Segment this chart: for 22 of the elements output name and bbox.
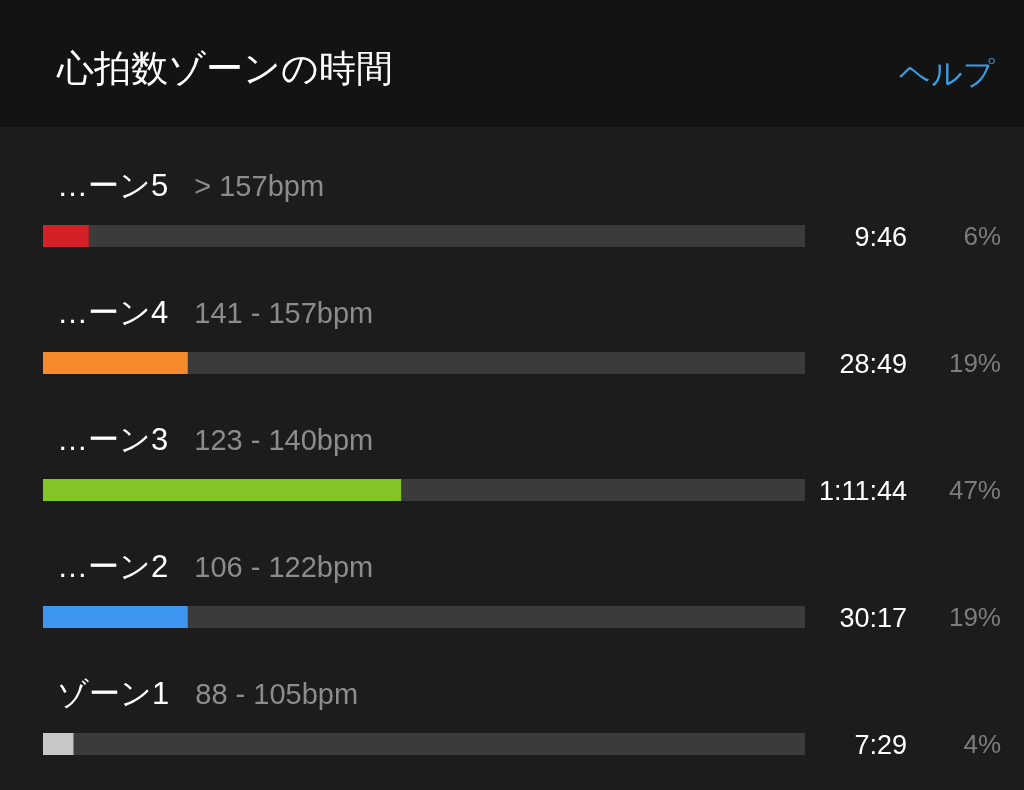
time-label: 1:11:44 xyxy=(818,476,907,506)
bpm-range: 141 - 157bpm xyxy=(194,297,374,329)
help-link: ヘルプ xyxy=(899,56,995,91)
time-label: 28:49 xyxy=(839,349,907,379)
category-label: …ーン2 xyxy=(57,549,169,584)
value-label: 4% xyxy=(963,729,1001,759)
value-label: 6% xyxy=(963,221,1001,251)
bpm-range: 123 - 140bpm xyxy=(194,424,374,456)
value-label: 47% xyxy=(948,475,1001,505)
category-label: ゾーン1 xyxy=(57,676,170,711)
time-label: 7:29 xyxy=(854,730,907,760)
category-label: …ーン3 xyxy=(57,422,169,457)
bpm-range: > 157bpm xyxy=(194,170,325,202)
category-label: …ーン5 xyxy=(57,168,169,203)
bpm-range: 88 - 105bpm xyxy=(195,678,359,710)
bpm-range: 106 - 122bpm xyxy=(194,551,374,583)
title: 心拍数ゾーンの時間 xyxy=(57,48,393,89)
value-label: 19% xyxy=(948,602,1001,632)
time-label: 30:17 xyxy=(839,603,907,633)
value-label: 19% xyxy=(948,348,1001,378)
time-label: 9:46 xyxy=(854,222,907,252)
category-label: …ーン4 xyxy=(57,295,169,330)
